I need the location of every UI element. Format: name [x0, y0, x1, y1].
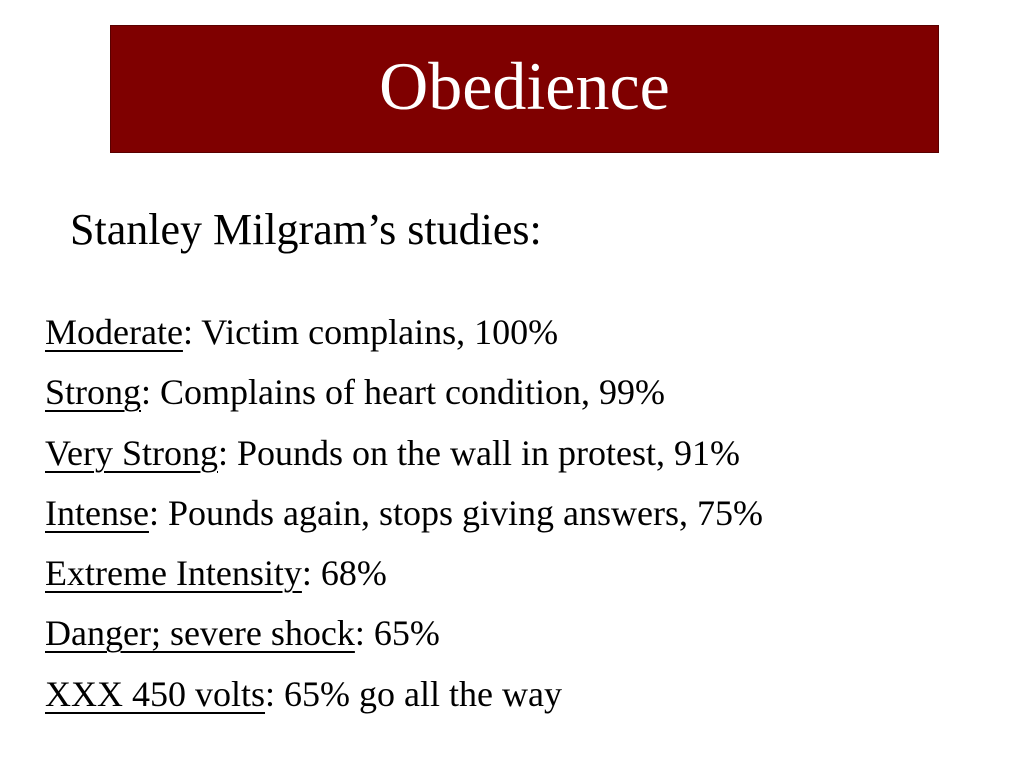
list-item: Extreme Intensity: 68%	[45, 543, 1005, 603]
shock-level-description: : Pounds again, stops giving answers, 75…	[148, 492, 763, 533]
shock-level-description: : 68%	[301, 553, 387, 594]
shock-level-list: Moderate: Victim complains, 100% Strong:…	[45, 302, 1005, 724]
list-item: Intense: Pounds again, stops giving answ…	[45, 483, 1005, 543]
slide-title: Obedience	[379, 48, 670, 124]
title-banner: Obedience	[110, 25, 939, 153]
list-item: Danger; severe shock: 65%	[45, 603, 1005, 663]
shock-level-description: : Victim complains, 100%	[182, 312, 559, 352]
list-item: Very Strong: Pounds on the wall in prote…	[45, 423, 1005, 483]
shock-level-label: Danger; severe shock	[45, 613, 355, 654]
shock-level-label: Strong	[45, 372, 142, 413]
shock-level-description: : Pounds on the wall in protest, 91%	[218, 432, 740, 473]
list-item: Strong: Complains of heart condition, 99…	[45, 362, 1005, 422]
list-item: XXX 450 volts: 65% go all the way	[45, 664, 1005, 724]
shock-level-description: : Complains of heart condition, 99%	[141, 372, 665, 413]
shock-level-label: Moderate	[45, 312, 183, 352]
shock-level-label: Intense	[45, 492, 149, 533]
shock-level-description: : 65%	[354, 613, 440, 654]
shock-level-description: : 65% go all the way	[265, 673, 562, 714]
shock-level-label: Very Strong	[45, 432, 218, 473]
shock-level-label: Extreme Intensity	[45, 553, 302, 594]
shock-level-label: XXX 450 volts	[45, 673, 266, 714]
list-item: Moderate: Victim complains, 100%	[45, 302, 1005, 362]
slide-subtitle: Stanley Milgram’s studies:	[70, 205, 542, 254]
